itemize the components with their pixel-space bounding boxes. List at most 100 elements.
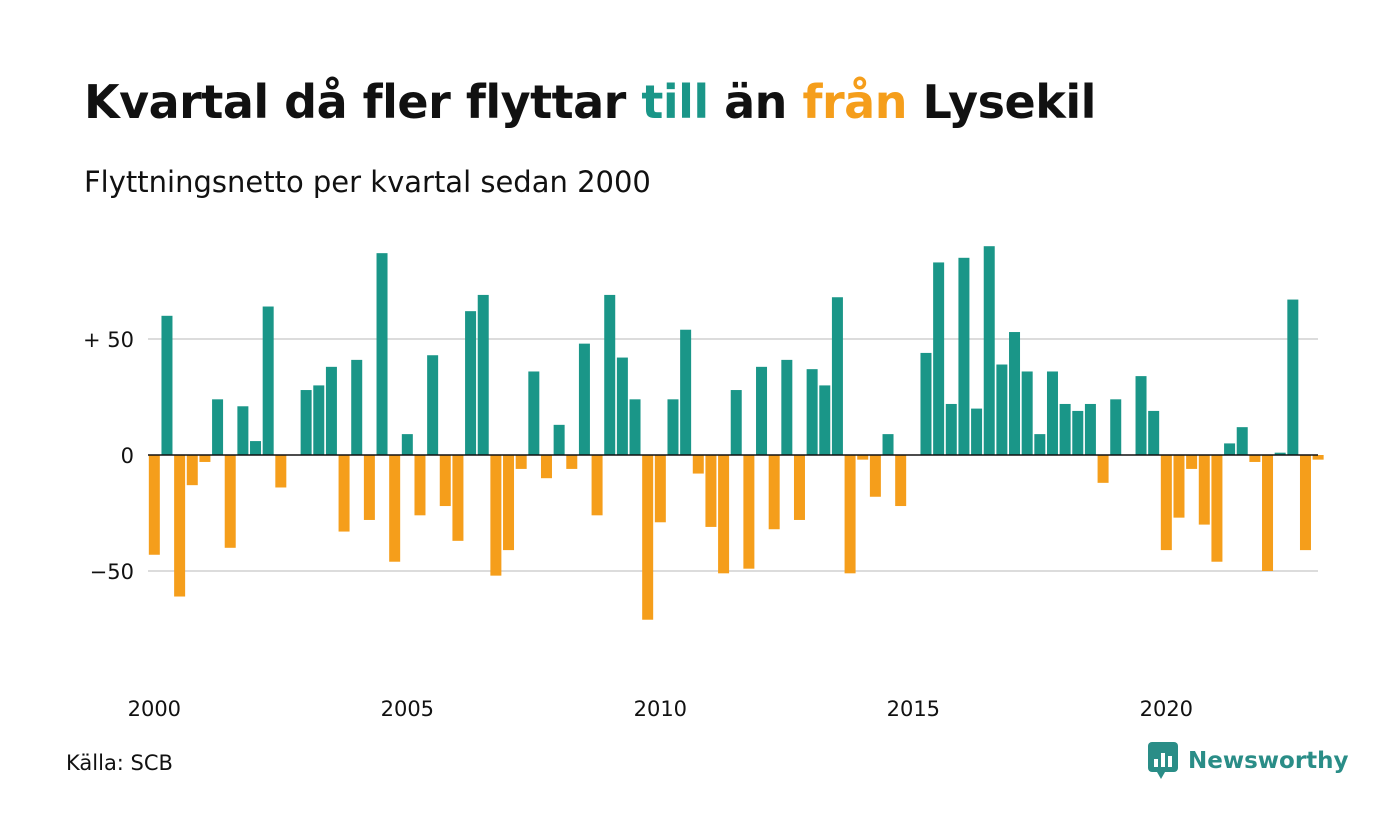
x-tick-label: 2015 [887, 697, 940, 721]
bar [540, 455, 552, 479]
bar [313, 385, 325, 455]
y-tick-label: 0 [121, 444, 134, 468]
bar [793, 455, 805, 520]
bar [844, 455, 856, 574]
bar [325, 366, 337, 455]
bar [819, 385, 831, 455]
bar [578, 343, 590, 455]
bar [1211, 455, 1223, 562]
bar [351, 359, 363, 455]
newsworthy-logo-icon [1148, 742, 1178, 779]
bar [439, 455, 451, 507]
y-tick-label: −50 [90, 560, 134, 584]
bar [338, 455, 350, 532]
bar [389, 455, 401, 562]
bar [376, 253, 388, 455]
title-part: till [641, 75, 709, 129]
axes: + 50 0 −50 2000 2005 2010 2015 2020 [83, 328, 1318, 721]
bar [1021, 371, 1033, 455]
bar [996, 364, 1008, 455]
bar [1160, 455, 1172, 551]
bar [1034, 434, 1046, 455]
bar [629, 399, 641, 455]
title-part: Lysekil [906, 75, 1096, 129]
bar [186, 455, 198, 486]
bar [680, 329, 692, 455]
source-note: Källa: SCB [66, 751, 173, 775]
bar [1236, 427, 1248, 455]
brand-name: Newsworthy [1188, 748, 1349, 774]
bar [781, 359, 793, 455]
chart-title: Kvartal då fler flyttar till än från Lys… [84, 72, 1096, 132]
bar [212, 399, 224, 455]
bar [1224, 443, 1236, 455]
bar [642, 455, 654, 620]
bar [363, 455, 375, 520]
brand-logo[interactable]: Newsworthy [1148, 742, 1349, 780]
bar [477, 294, 489, 455]
bar [1135, 376, 1147, 455]
bar [756, 366, 768, 455]
bar [528, 371, 540, 455]
bar [768, 455, 780, 530]
bar [933, 262, 945, 455]
x-tick-label: 2005 [381, 697, 434, 721]
y-tick-label: + 50 [83, 328, 134, 352]
bar [1097, 455, 1109, 483]
bar [604, 294, 616, 455]
bar [971, 408, 983, 455]
bar [275, 455, 287, 488]
bar [199, 455, 211, 462]
bar [1186, 455, 1198, 469]
grid-lines [148, 338, 1318, 572]
title-part: från [802, 75, 907, 129]
bar [300, 390, 312, 455]
bars [148, 246, 1324, 620]
bar [945, 403, 957, 455]
bar [224, 455, 236, 548]
bar [1009, 332, 1021, 455]
bar [452, 455, 464, 541]
bar [654, 455, 666, 523]
x-tick-label: 2000 [128, 697, 181, 721]
bar [1059, 403, 1071, 455]
chart-subtitle: Flyttningsnetto per kvartal sedan 2000 [84, 165, 651, 199]
bar [1148, 410, 1160, 455]
bar [958, 257, 970, 455]
bar [553, 424, 565, 455]
bar [857, 455, 869, 460]
bar [148, 455, 160, 555]
bar [616, 357, 628, 455]
bar [1110, 399, 1122, 455]
bar [718, 455, 730, 574]
bar [237, 406, 249, 455]
bar [427, 355, 439, 455]
bar [174, 455, 186, 597]
bar [490, 455, 502, 576]
bar [250, 441, 262, 455]
bar [161, 315, 173, 455]
bar [983, 246, 995, 455]
bar [920, 352, 932, 455]
bar [1249, 455, 1261, 462]
bar [1262, 455, 1274, 571]
bar [566, 455, 578, 469]
bar [1299, 455, 1311, 551]
bar [743, 455, 755, 569]
bar [882, 434, 894, 455]
bar [503, 455, 515, 551]
bar [262, 306, 274, 455]
bar [465, 311, 477, 455]
bar [1173, 455, 1185, 518]
bar [705, 455, 717, 527]
bar [401, 434, 413, 455]
bar [895, 455, 907, 507]
bar [1084, 403, 1096, 455]
bar [692, 455, 704, 474]
bar [414, 455, 426, 516]
bar [591, 455, 603, 516]
bar [1287, 299, 1299, 455]
bar [869, 455, 881, 497]
bar [831, 297, 843, 455]
